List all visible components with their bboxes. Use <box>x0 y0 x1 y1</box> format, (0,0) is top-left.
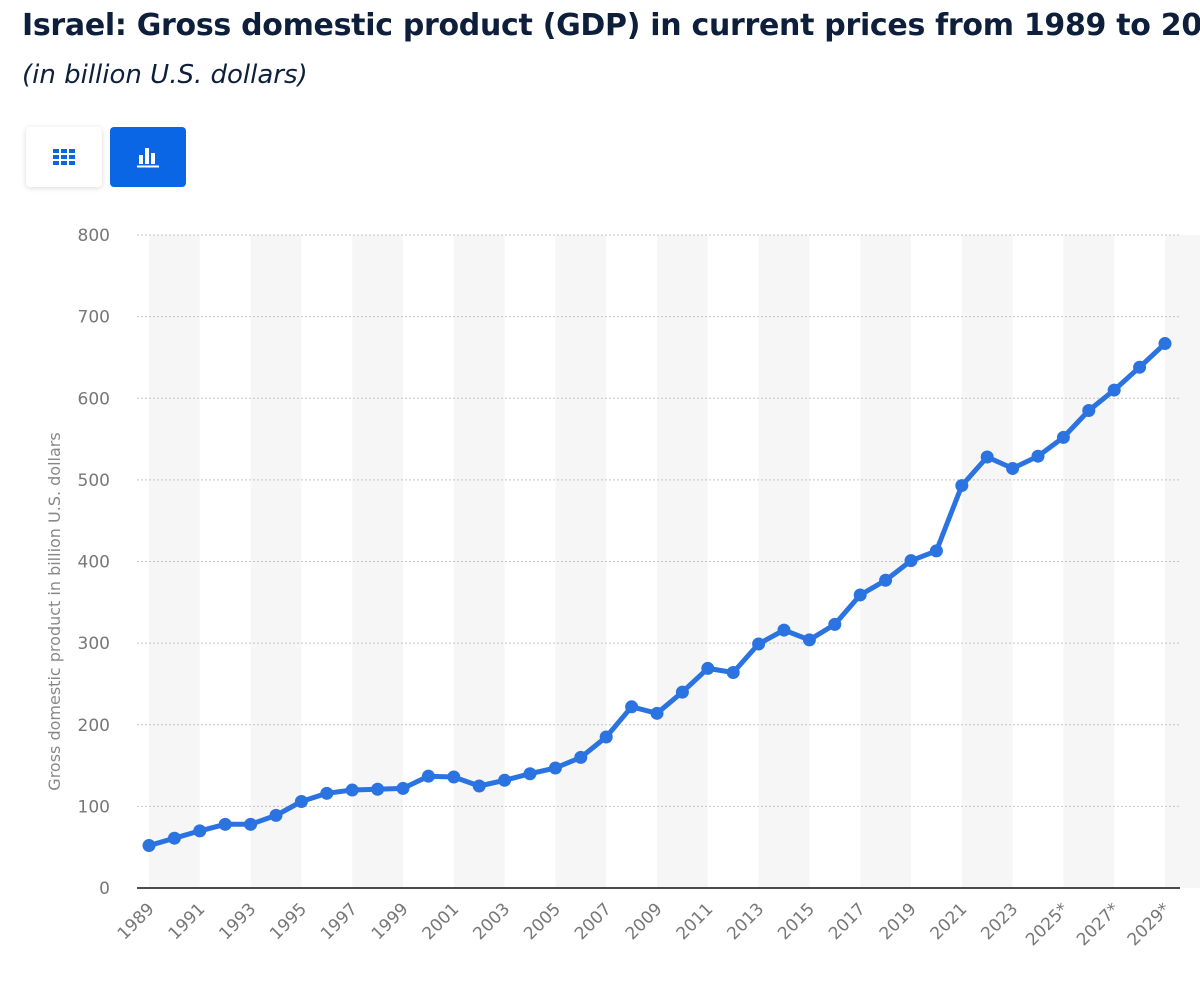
x-tick-label: 1991 <box>165 899 210 944</box>
data-point-2015[interactable] <box>802 633 816 647</box>
y-tick-label: 800 <box>78 226 110 246</box>
data-point-2023[interactable] <box>1006 461 1020 475</box>
y-axis-label: Gross domestic product in billion U.S. d… <box>45 432 64 790</box>
data-point-2009[interactable] <box>650 706 664 720</box>
x-tick-label: 2021 <box>927 899 972 944</box>
y-tick-label: 0 <box>99 879 110 899</box>
x-tick-label: 2007 <box>571 899 616 944</box>
data-point-1990[interactable] <box>167 831 181 845</box>
data-point-2001[interactable] <box>447 770 461 784</box>
data-point-2019[interactable] <box>904 554 918 568</box>
data-point-2017[interactable] <box>853 588 867 602</box>
table-grid-icon <box>53 149 75 165</box>
column-band <box>758 235 810 888</box>
data-point-1993[interactable] <box>244 817 258 831</box>
data-point-2005[interactable] <box>548 761 562 775</box>
x-tick-label: 2025* <box>1022 899 1073 950</box>
x-tick-label: 2005 <box>520 899 565 944</box>
column-band <box>250 235 302 888</box>
x-tick-label: 1993 <box>215 899 260 944</box>
x-tick-label: 2023 <box>977 899 1022 944</box>
y-tick-label: 500 <box>78 471 110 491</box>
x-tick-label: 1989 <box>114 899 159 944</box>
data-point-2029[interactable] <box>1158 337 1172 351</box>
data-point-2027[interactable] <box>1107 383 1121 397</box>
data-point-1991[interactable] <box>193 824 207 838</box>
x-tick-label: 2001 <box>419 899 464 944</box>
data-point-2014[interactable] <box>777 623 791 637</box>
data-point-1989[interactable] <box>142 839 156 853</box>
data-point-1998[interactable] <box>371 782 385 796</box>
y-axis-ticks: 0 100 200 300 400 500 600 700 800 <box>78 226 110 899</box>
data-point-2007[interactable] <box>599 730 613 744</box>
data-point-1999[interactable] <box>396 781 410 795</box>
x-tick-label: 2017 <box>825 899 870 944</box>
gridlines <box>137 234 1180 807</box>
y-tick-label: 400 <box>78 553 110 573</box>
data-point-2022[interactable] <box>980 450 994 464</box>
x-tick-label: 2027* <box>1073 899 1124 950</box>
chart-view-button[interactable] <box>110 127 186 187</box>
y-tick-label: 100 <box>78 797 110 817</box>
y-tick-label: 600 <box>78 389 110 409</box>
x-tick-label: 2003 <box>469 899 514 944</box>
data-point-2003[interactable] <box>498 773 512 787</box>
chart-subtitle: (in billion U.S. dollars) <box>22 60 308 90</box>
data-point-2020[interactable] <box>929 544 943 558</box>
y-tick-label: 200 <box>78 716 110 736</box>
x-tick-label: 2019 <box>876 899 921 944</box>
data-point-2002[interactable] <box>472 779 486 793</box>
x-tick-label: 2011 <box>673 899 718 944</box>
x-axis-ticks: 1989 1991 1993 1995 1997 1999 2001 2003 2005 2007… <box>114 899 1175 950</box>
data-point-2018[interactable] <box>879 573 893 587</box>
data-point-2010[interactable] <box>675 685 689 699</box>
chart-title: Israel: Gross domestic product (GDP) in … <box>22 8 1200 43</box>
x-tick-label: 1995 <box>266 899 311 944</box>
data-point-2024[interactable] <box>1031 449 1045 463</box>
data-point-2021[interactable] <box>955 479 969 493</box>
data-point-2013[interactable] <box>752 637 766 651</box>
x-tick-label: 2015 <box>774 899 819 944</box>
data-point-1997[interactable] <box>345 783 359 797</box>
x-tick-label: 2013 <box>723 899 768 944</box>
data-point-2028[interactable] <box>1133 360 1147 374</box>
data-point-2016[interactable] <box>828 617 842 631</box>
x-tick-label: 2029* <box>1124 899 1175 950</box>
x-tick-label: 1997 <box>317 899 362 944</box>
y-tick-label: 300 <box>78 634 110 654</box>
data-point-1992[interactable] <box>218 817 232 831</box>
data-point-1994[interactable] <box>269 808 283 822</box>
data-point-2000[interactable] <box>421 769 435 783</box>
data-point-1996[interactable] <box>320 786 334 800</box>
data-point-1995[interactable] <box>294 794 308 808</box>
x-tick-label: 2009 <box>622 899 667 944</box>
x-tick-label: 1999 <box>368 899 413 944</box>
data-point-2011[interactable] <box>701 661 715 675</box>
gdp-data-points <box>142 337 1172 853</box>
data-point-2026[interactable] <box>1082 403 1096 417</box>
table-view-button[interactable] <box>26 127 102 187</box>
data-point-2025[interactable] <box>1056 430 1070 444</box>
data-point-2004[interactable] <box>523 767 537 781</box>
bar-chart-icon <box>137 148 159 168</box>
data-point-2012[interactable] <box>726 666 740 680</box>
data-point-2008[interactable] <box>625 700 639 714</box>
y-tick-label: 700 <box>78 308 110 328</box>
data-point-2006[interactable] <box>574 750 588 764</box>
